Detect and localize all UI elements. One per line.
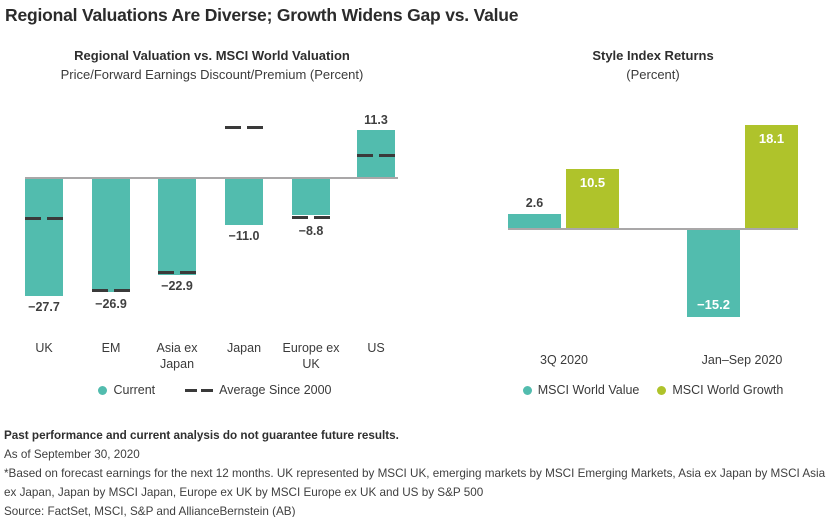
page-title: Regional Valuations Are Diverse; Growth …	[5, 5, 519, 25]
legend-item-msci-world-growth: MSCI World Growth	[657, 383, 783, 397]
legend-label-average: Average Since 2000	[219, 383, 332, 397]
value-label-msci-world-value-3q-2020: 2.6	[525, 196, 544, 210]
bar-europe-ex-uk	[292, 178, 330, 215]
legend-label-current: Current	[113, 383, 156, 397]
category-label-em: EM	[101, 341, 121, 355]
bar-msci-world-value-jan-sep-2020	[687, 229, 740, 317]
category-label-3q-2020: 3Q 2020	[540, 353, 588, 367]
avg-dash-uk	[25, 216, 63, 220]
left-zero-axis	[25, 177, 398, 179]
right-panel-header: Style Index Returns (Percent)	[455, 48, 840, 82]
right-zero-axis	[508, 228, 798, 230]
category-label-japan: Japan	[226, 341, 262, 355]
category-label-asia-ex-japan: Asia ex Japan	[156, 341, 198, 371]
bar-msci-world-growth-3q-2020	[566, 169, 619, 229]
footnote-source: Source: FactSet, MSCI, S&P and AllianceB…	[4, 505, 296, 517]
bar-japan	[225, 178, 263, 225]
category-label-uk: UK	[35, 341, 53, 355]
growth-dot-icon	[657, 385, 667, 395]
value-label-msci-world-value-jan-sep-2020: −15.2	[697, 297, 730, 312]
footnote-note: *Based on forecast earnings for the next…	[4, 467, 826, 499]
bar-uk	[25, 178, 63, 296]
bar-em	[92, 178, 130, 292]
avg-dash-us	[357, 154, 395, 158]
current-dot-icon	[98, 385, 108, 395]
value-label-europe-ex-uk: −8.8	[298, 223, 324, 238]
footnotes: Past performance and current analysis do…	[4, 426, 837, 517]
regional-valuation-chart: −27.7 UK −26.9 EM −22.9 Asia ex Japan −11.0 Jap…	[25, 100, 403, 380]
value-dot-icon	[522, 385, 532, 395]
left-legend: Current Average Since 2000	[25, 382, 405, 398]
bar-msci-world-value-3q-2020	[508, 214, 561, 229]
bar-us	[357, 130, 395, 178]
legend-item-current: Current	[98, 383, 155, 397]
bar-msci-world-growth-jan-sep-2020	[745, 125, 798, 229]
right-chart-subtitle: (Percent)	[626, 67, 680, 82]
value-label-em: −26.9	[95, 296, 127, 311]
avg-dash-em	[92, 289, 130, 293]
legend-label-growth: MSCI World Growth	[672, 383, 784, 397]
value-label-uk: −27.7	[28, 300, 60, 314]
legend-item-average: Average Since 2000	[185, 383, 332, 397]
average-dash-icon	[185, 388, 214, 392]
value-label-japan: −11.0	[228, 229, 260, 243]
style-returns-chart: 2.6 10.5 3Q 2020 −15.2 18.1 Jan–Sep 2020	[508, 100, 800, 380]
value-label-asia-ex-japan: −22.9	[161, 279, 193, 293]
category-label-us: US	[367, 341, 385, 355]
left-chart-title: Regional Valuation vs. MSCI World Valuat…	[74, 48, 350, 63]
avg-dash-japan	[225, 126, 263, 130]
category-label-jan-sep-2020: Jan–Sep 2020	[701, 353, 783, 367]
value-label-msci-world-growth-jan-sep-2020: 18.1	[758, 131, 785, 146]
value-label-msci-world-growth-3q-2020: 10.5	[579, 175, 606, 190]
footnote-as-of: As of September 30, 2020	[4, 448, 140, 461]
avg-dash-europe-ex-uk	[292, 216, 330, 220]
left-panel-header: Regional Valuation vs. MSCI World Valuat…	[0, 48, 424, 82]
right-legend: MSCI World Value MSCI World Growth	[505, 382, 801, 398]
right-chart-title: Style Index Returns	[592, 48, 714, 63]
avg-dash-asia-ex-japan	[158, 271, 196, 275]
legend-label-value: MSCI World Value	[537, 383, 640, 397]
value-label-us: 11.3	[364, 113, 388, 127]
bar-asia-ex-japan	[158, 178, 196, 275]
legend-item-msci-world-value: MSCI World Value	[522, 383, 640, 397]
left-chart-subtitle: Price/Forward Earnings Discount/Premium …	[60, 67, 364, 82]
footnote-disclaimer: Past performance and current analysis do…	[4, 429, 399, 442]
category-label-europe-ex-uk: Europe ex UK	[282, 341, 340, 371]
